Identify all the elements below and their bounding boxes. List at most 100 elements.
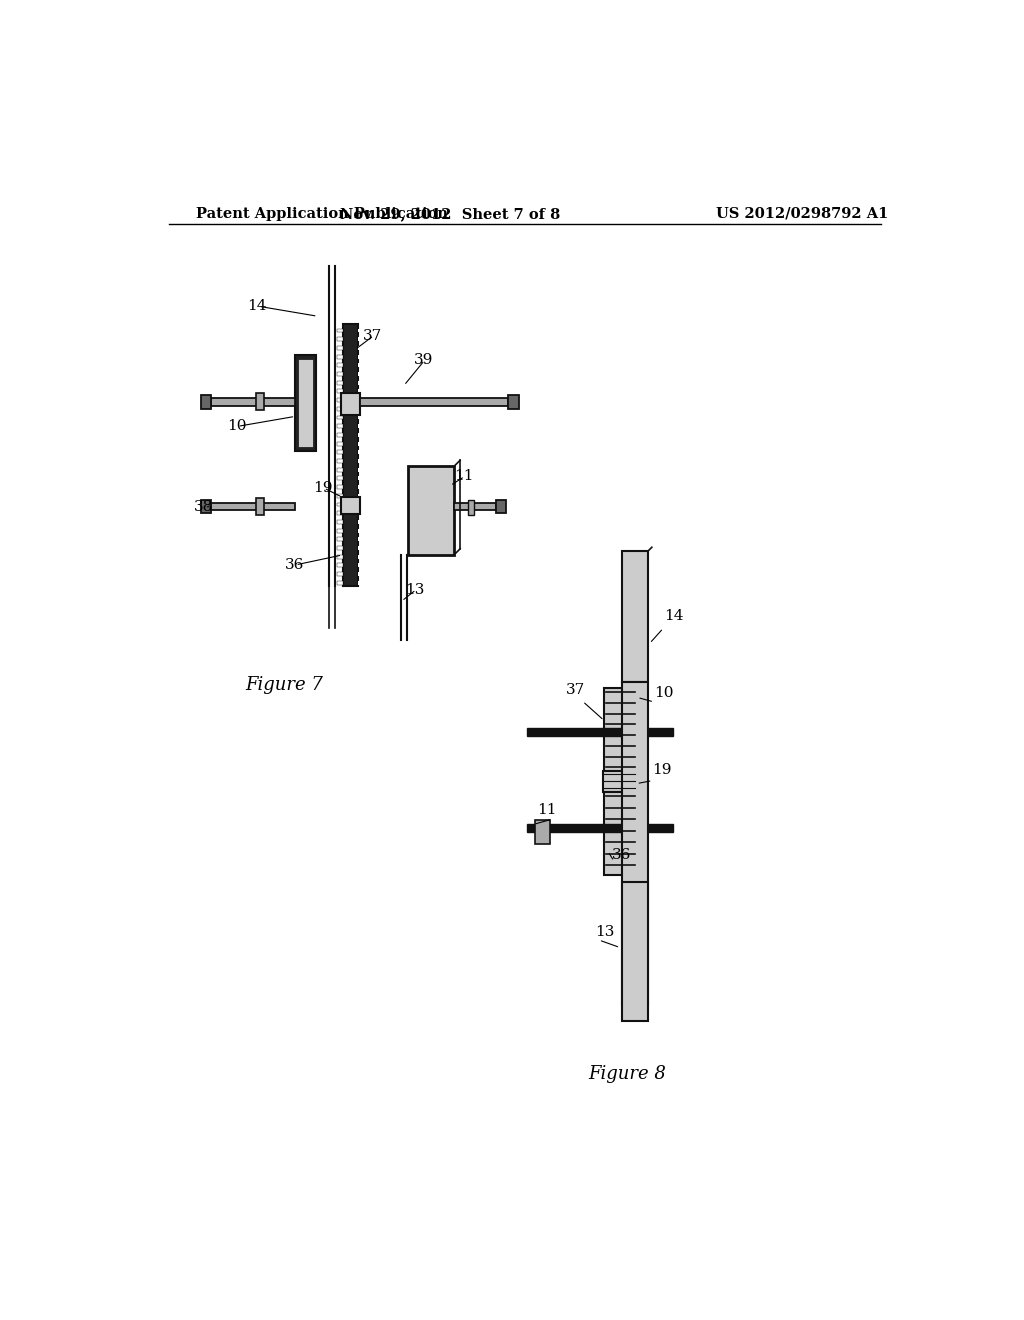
Bar [604,792,637,875]
Bar [337,537,343,541]
Bar [201,499,211,513]
Bar [357,416,364,420]
Text: Figure 8: Figure 8 [588,1064,667,1082]
Bar [357,450,364,454]
Bar [357,564,364,568]
Bar [337,346,343,350]
Text: 10: 10 [226,420,247,433]
Bar [337,407,343,411]
Bar [337,399,343,403]
Bar [357,581,364,585]
Bar [357,467,364,471]
Bar [527,825,674,832]
Bar [337,363,343,367]
Bar [337,564,343,568]
Bar [337,416,343,420]
Bar [337,546,343,550]
Bar [357,355,364,359]
Bar [337,572,343,576]
Text: US 2012/0298792 A1: US 2012/0298792 A1 [716,207,888,220]
Bar [602,771,637,792]
Bar [337,424,343,428]
Bar [357,442,364,446]
Bar [337,494,343,498]
Bar [337,467,343,471]
Bar [337,477,343,480]
Bar [298,359,313,447]
Bar [201,395,211,409]
Bar [337,477,343,480]
Text: 36: 36 [611,849,631,862]
Bar [357,433,364,437]
Bar [408,466,454,554]
Bar [337,529,343,532]
Text: 13: 13 [406,582,425,597]
Text: 13: 13 [595,925,614,939]
Bar [497,499,506,513]
Bar [337,442,343,446]
Bar [357,372,364,376]
Bar [357,546,364,550]
Bar [341,393,360,414]
Bar [337,494,343,498]
Bar [337,486,343,488]
Bar [468,499,474,515]
Bar [360,397,508,405]
Bar [337,572,343,576]
Bar [357,459,364,463]
Bar [357,486,364,488]
Text: 19: 19 [313,480,333,495]
Bar [357,338,364,341]
Bar [357,329,364,333]
Bar [337,529,343,532]
Bar [337,433,343,437]
Bar [357,511,364,515]
Bar [337,355,343,359]
Bar [357,520,364,524]
Text: 36: 36 [285,558,304,572]
Bar [337,338,343,341]
Bar [337,372,343,376]
Bar [337,450,343,454]
Bar [357,380,364,384]
Bar [337,581,343,585]
Bar [337,511,343,515]
Text: 10: 10 [654,686,674,701]
Bar [535,820,550,845]
Bar [337,329,343,333]
Bar [337,554,343,558]
Bar [357,346,364,350]
Bar [527,729,674,737]
Bar [622,552,648,682]
Bar [622,682,648,1006]
Bar [211,503,295,511]
Bar [357,477,364,480]
Text: 37: 37 [565,682,585,697]
Bar [337,503,343,507]
Text: 14: 14 [665,610,684,623]
Bar [337,363,343,367]
Text: 11: 11 [538,804,557,817]
Bar [454,503,497,511]
Bar [337,546,343,550]
Bar [211,397,295,405]
Bar [357,537,364,541]
Bar [337,520,343,524]
Bar [337,442,343,446]
Bar [632,688,638,775]
Bar [343,323,357,586]
Bar [508,395,518,409]
Bar [337,329,343,333]
Text: 19: 19 [652,763,672,777]
Bar [604,688,637,775]
Bar [634,688,647,697]
Bar [337,407,343,411]
Text: 38: 38 [194,500,213,515]
Bar [337,389,343,393]
Bar [337,433,343,437]
Text: 39: 39 [414,354,433,367]
Bar [337,389,343,393]
Bar [337,581,343,585]
Text: 14: 14 [248,300,267,313]
Bar [337,459,343,463]
